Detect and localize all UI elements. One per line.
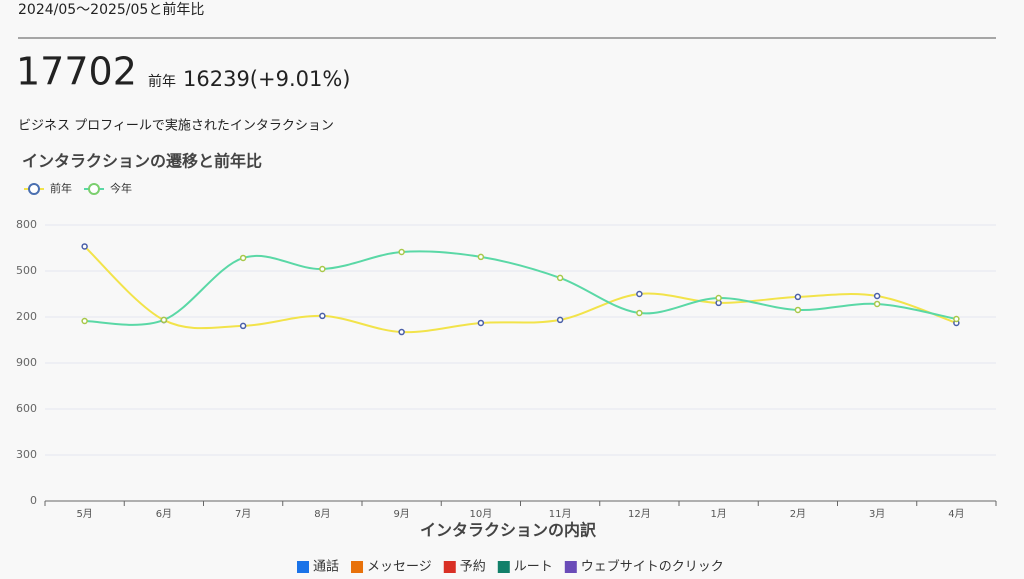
point <box>239 322 247 330</box>
point <box>953 315 960 323</box>
point <box>794 293 802 301</box>
legend-swatch <box>497 561 510 573</box>
x-tick-label: 11月 <box>549 508 572 520</box>
legend-label[interactable]: 今年 <box>110 181 132 195</box>
total: 17702 <box>16 50 137 94</box>
y-tick-label: 500 <box>16 264 37 277</box>
period: 2024/05〜2025/05と前年比 <box>18 1 204 18</box>
previous-value: 16239(+9.01%) <box>183 67 351 91</box>
x-tick-label: 12月 <box>628 508 651 520</box>
point <box>477 319 485 327</box>
x-tick-label: 2月 <box>790 508 806 520</box>
point <box>398 328 405 336</box>
point <box>398 248 405 256</box>
y-tick-label: 600 <box>16 402 37 415</box>
point <box>81 243 88 250</box>
point <box>239 254 247 262</box>
point <box>794 306 802 314</box>
y-tick-label: 800 <box>16 218 37 231</box>
x-tick-label: 6月 <box>156 508 172 520</box>
y-tick-label: 900 <box>16 356 37 369</box>
x-tick-label: 10月 <box>470 508 493 520</box>
point <box>873 300 881 308</box>
x-tick-label: 1月 <box>710 508 726 520</box>
legend-marker <box>88 183 100 195</box>
x-tick-label: 8月 <box>314 508 330 520</box>
point <box>319 312 326 320</box>
breakdown-title: インタラクションの内訳 <box>420 521 597 540</box>
x-tick-label: 9月 <box>393 508 409 520</box>
legend-swatch <box>443 561 456 573</box>
description: ビジネス プロフィールで実施されたインタラクション <box>18 118 334 134</box>
point <box>636 309 643 317</box>
legend-swatch <box>297 561 309 573</box>
point <box>477 253 485 261</box>
x-tick-label: 5月 <box>76 508 92 520</box>
legend-label[interactable]: メッセージ <box>367 560 432 575</box>
legend-label[interactable]: ルート <box>514 560 553 575</box>
y-tick-label: 300 <box>16 448 37 461</box>
legend-label[interactable]: 予約 <box>460 560 486 575</box>
point <box>81 317 88 325</box>
point <box>636 290 643 298</box>
x-tick-label: 3月 <box>869 508 885 520</box>
point <box>556 274 564 282</box>
legend-swatch <box>351 561 364 573</box>
previous-label: 前年 <box>148 73 176 90</box>
legend-marker <box>28 183 40 195</box>
chart-title: インタラクションの遷移と前年比 <box>22 152 262 171</box>
point <box>160 316 168 324</box>
legend-label[interactable]: 通話 <box>313 559 339 575</box>
legend-label[interactable]: 前年 <box>50 181 72 195</box>
point <box>556 316 564 324</box>
point <box>319 265 326 273</box>
x-tick-label: 4月 <box>948 508 964 520</box>
legend-label[interactable]: ウェブサイトのクリック <box>581 559 724 575</box>
series-line <box>84 250 957 326</box>
series-line <box>83 245 957 334</box>
y-tick-label: 0 <box>30 494 37 507</box>
y-tick-label: 200 <box>16 310 37 323</box>
x-tick-label: 7月 <box>235 508 251 520</box>
point <box>873 292 881 300</box>
legend-swatch <box>564 561 577 573</box>
point <box>715 294 722 302</box>
